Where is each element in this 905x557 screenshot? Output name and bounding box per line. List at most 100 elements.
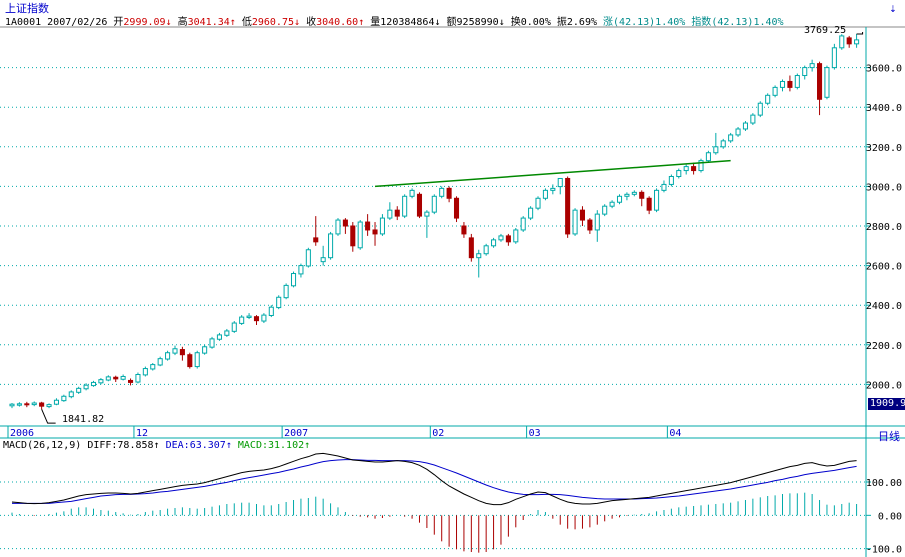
- candle-body: [202, 346, 208, 354]
- candle-body: [772, 86, 778, 96]
- price-tick-label: 2600.0: [866, 262, 902, 273]
- candle-body: [809, 63, 815, 69]
- price-tick-label: 2000.0: [866, 380, 902, 391]
- candle-body: [491, 239, 497, 247]
- candle-body: [483, 245, 489, 255]
- candle-body: [683, 166, 689, 172]
- candle-body: [83, 384, 89, 390]
- candle-body: [394, 209, 400, 217]
- security-code: 1A0001: [5, 17, 42, 28]
- candle-body: [268, 306, 274, 316]
- amount-value: 9258990: [456, 17, 499, 28]
- candle-body: [720, 140, 726, 148]
- period-label[interactable]: 日线: [878, 430, 900, 443]
- macd-dea-arrow: ↑: [225, 440, 232, 451]
- high-arrow: ↑: [229, 17, 236, 28]
- amplitude-label: 振: [556, 17, 567, 28]
- candle-body: [313, 237, 319, 243]
- index-label: 指数: [691, 17, 712, 28]
- candle-body: [542, 189, 548, 199]
- close-value: 3040.60: [316, 17, 359, 28]
- candle-body: [209, 338, 215, 348]
- ohlc-info-bar: 1A0001 2007/02/26 开2999.09↓ 高3041.34↑ 低2…: [5, 13, 784, 28]
- candle-body: [402, 195, 408, 217]
- candle-body: [416, 193, 423, 217]
- price-tick-label: 3000.0: [866, 182, 902, 193]
- candle-body: [498, 235, 504, 241]
- candle-body: [757, 102, 763, 116]
- turnover-value: 0.00%: [520, 17, 551, 28]
- low-value: 2960.75: [251, 17, 294, 28]
- macd-value-arrow: ↑: [304, 440, 311, 451]
- candle-body: [854, 39, 860, 45]
- price-tick-label: 2200.0: [866, 341, 902, 352]
- candle-body: [587, 219, 593, 231]
- trendline: [374, 159, 731, 188]
- candle-body: [698, 160, 704, 172]
- candle-body: [39, 402, 45, 407]
- candle-body: [824, 67, 830, 98]
- index-value: (42.13)1.40%: [711, 17, 784, 28]
- candle-body: [120, 375, 126, 380]
- candle-body: [68, 391, 74, 398]
- x-tick-label: 04: [669, 428, 681, 439]
- price-tag: 1909.9: [868, 398, 905, 410]
- candle-body: [505, 235, 511, 243]
- chart-title: 上证指数: [5, 2, 49, 15]
- candle-body: [802, 67, 808, 77]
- candle-body: [53, 399, 59, 405]
- candle-body: [387, 209, 393, 219]
- candle-body: [779, 80, 786, 88]
- macd-value: MACD:31.102: [237, 440, 305, 451]
- min-annotation-label: 1841.82: [62, 414, 105, 425]
- close-arrow: ↑: [358, 17, 365, 28]
- min-leader-line: [41, 408, 56, 424]
- candle-body: [424, 211, 430, 217]
- candle-body: [535, 197, 541, 209]
- candle-body: [787, 80, 793, 88]
- macd-tick-label: 100.00: [866, 478, 902, 489]
- price-tick-label: 3200.0: [866, 143, 902, 154]
- candle-body: [654, 189, 660, 211]
- candle-body: [298, 265, 304, 275]
- x-tick-label: 2006: [10, 428, 34, 439]
- candle-body: [113, 376, 119, 380]
- macd-name: MACD(26,12,9): [3, 440, 82, 451]
- candle-body: [668, 176, 674, 185]
- candle-body: [9, 403, 15, 407]
- candle-body: [261, 314, 267, 322]
- candle-body: [135, 374, 141, 383]
- x-tick-label: 02: [432, 428, 444, 439]
- candle-body: [76, 387, 82, 393]
- candle-body: [150, 364, 156, 370]
- candle-body: [513, 229, 519, 243]
- candle-body: [742, 122, 748, 130]
- candle-body: [557, 177, 563, 188]
- price-tick-label: 3400.0: [866, 103, 902, 114]
- close-label: 收: [306, 17, 317, 28]
- candle-body: [98, 379, 104, 384]
- candle-body: [446, 187, 452, 199]
- change-label: 涨: [603, 17, 614, 28]
- x-tick-label: 03: [529, 428, 541, 439]
- candle-body: [246, 315, 252, 318]
- candle-body: [691, 166, 697, 172]
- macd-legend: MACD(26,12,9) DIFF:78.858↑ DEA:63.307↑ M…: [3, 440, 310, 451]
- candle-body: [602, 205, 608, 215]
- volume-arrow: ↓: [434, 17, 441, 28]
- candle-body: [128, 379, 134, 383]
- max-annotation-label: 3769.25: [804, 25, 847, 36]
- candle-body: [172, 348, 178, 354]
- candle-body: [705, 152, 711, 162]
- candle-body: [594, 213, 600, 231]
- candle-body: [216, 334, 222, 340]
- candle-body: [335, 219, 341, 235]
- candle-body: [846, 37, 852, 45]
- candle-body: [794, 75, 800, 88]
- candle-body: [646, 197, 652, 211]
- candle-body: [305, 249, 311, 267]
- settings-arrow-icon[interactable]: ⇣: [889, 1, 897, 15]
- candle-body: [676, 170, 682, 177]
- candle-body: [372, 229, 378, 235]
